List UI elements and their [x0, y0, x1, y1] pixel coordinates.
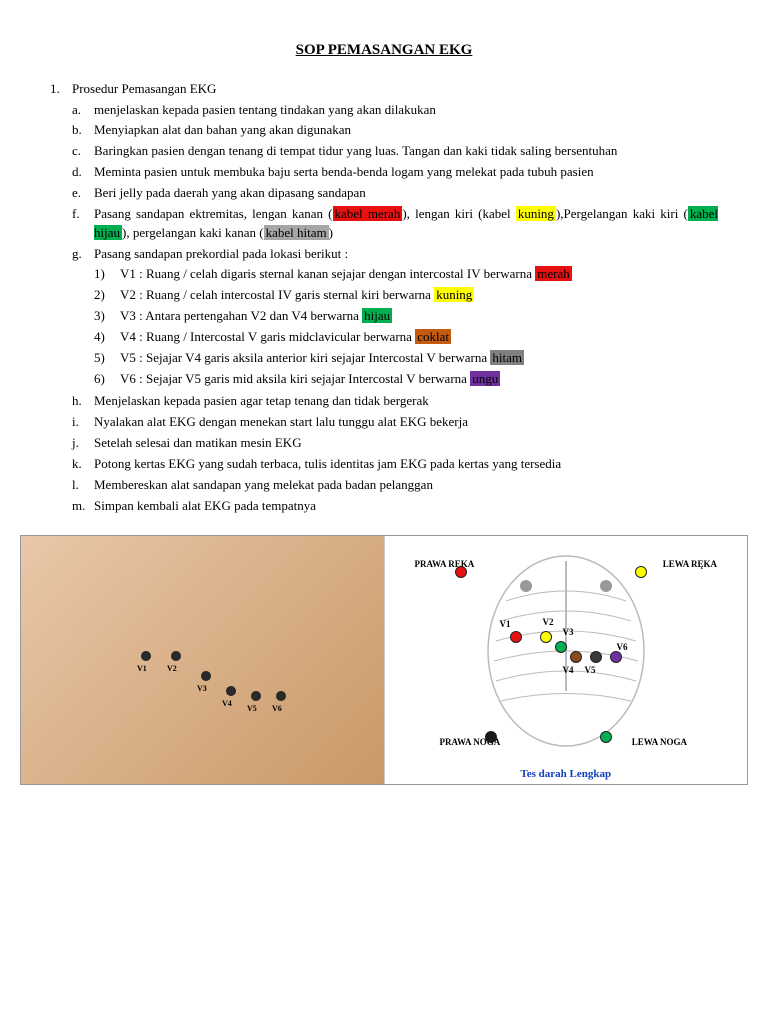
list-num: f.: [72, 205, 94, 243]
sub-list: a.menjelaskan kepada pasien tentang tind…: [72, 101, 718, 516]
electrode-label: V5: [247, 703, 257, 715]
list-num: 1.: [50, 80, 72, 518]
electrode-label: V4: [222, 698, 232, 710]
list-num: a.: [72, 101, 94, 120]
label-v4: V4: [563, 664, 574, 677]
list-text: Setelah selesai dan matikan mesin EKG: [94, 434, 718, 453]
label-v3: V3: [563, 626, 574, 639]
list-text: V2 : Ruang / celah intercostal IV garis …: [120, 286, 718, 305]
procedure-list: 1. Prosedur Pemasangan EKG a.menjelaskan…: [50, 80, 718, 518]
highlight-kuning: kuning: [434, 287, 474, 302]
text: V2 : Ruang / celah intercostal IV garis …: [120, 287, 434, 302]
text: V4 : Ruang / Intercostal V garis midclav…: [120, 329, 415, 344]
diagram-row: V1 V2 V3 V4 V5 V6 PRAWA RĘKA LEWA RĘKA PRAWA …: [20, 535, 748, 785]
list-text: menjelaskan kepada pasien tentang tindak…: [94, 101, 718, 120]
list-text: V6 : Sejajar V5 garis mid aksila kiri se…: [120, 370, 718, 389]
list-num: 3): [94, 307, 120, 326]
text: ), lengan kiri (kabel: [402, 206, 515, 221]
list-num: h.: [72, 392, 94, 411]
electrode-label: V3: [197, 683, 207, 695]
list-num: k.: [72, 455, 94, 474]
label-lewa-noga: LEWA NOGA: [632, 736, 687, 749]
list-num: j.: [72, 434, 94, 453]
list-num: b.: [72, 121, 94, 140]
list-text: V5 : Sejajar V4 garis aksila anterior ki…: [120, 349, 718, 368]
ribcage-icon: [466, 551, 666, 761]
text: V6 : Sejajar V5 garis mid aksila kiri se…: [120, 371, 470, 386]
list-num: 5): [94, 349, 120, 368]
electrode-label: V6: [272, 703, 282, 715]
electrode-dot: [610, 651, 622, 663]
list-text: Potong kertas EKG yang sudah terbaca, tu…: [94, 455, 718, 474]
photo-diagram: V1 V2 V3 V4 V5 V6: [21, 536, 385, 784]
list-num: 1): [94, 265, 120, 284]
highlight-hitam: hitam: [490, 350, 524, 365]
text: V3 : Antara pertengahan V2 dan V4 berwar…: [120, 308, 362, 323]
list-text: Menyiapkan alat dan bahan yang akan digu…: [94, 121, 718, 140]
list-num: i.: [72, 413, 94, 432]
text: ), pergelangan kaki kanan (: [122, 225, 264, 240]
electrode-dot: [485, 731, 497, 743]
highlight-hijau: hijau: [362, 308, 392, 323]
electrode-dot: [540, 631, 552, 643]
label-v2: V2: [543, 616, 554, 629]
page-title: SOP PEMASANGAN EKG: [50, 40, 718, 62]
text: ),Pergelangan kaki kiri (: [556, 206, 688, 221]
electrode-dot: [635, 566, 647, 578]
highlight-merah: merah: [535, 266, 571, 281]
list-text: V1 : Ruang / celah digaris sternal kanan…: [120, 265, 718, 284]
list-num: 4): [94, 328, 120, 347]
list-num: 2): [94, 286, 120, 305]
electrode-dot: [600, 731, 612, 743]
list-text: Menjelaskan kepada pasien agar tetap ten…: [94, 392, 718, 411]
label-v5: V5: [585, 664, 596, 677]
electrode-dot: [590, 651, 602, 663]
electrode-dot: [455, 566, 467, 578]
list-text: Nyalakan alat EKG dengan menekan start l…: [94, 413, 718, 432]
electrode-dot: [555, 641, 567, 653]
highlight-coklat: coklat: [415, 329, 451, 344]
list-num: e.: [72, 184, 94, 203]
list-text: Simpan kembali alat EKG pada tempatnya: [94, 497, 718, 516]
highlight-merah: kabel merah: [333, 206, 403, 221]
section-label: Prosedur Pemasangan EKG: [72, 81, 216, 96]
list-text: Baringkan pasien dengan tenang di tempat…: [94, 142, 718, 161]
electrode-label: V1: [137, 663, 147, 675]
list-text: Beri jelly pada daerah yang akan dipasan…: [94, 184, 718, 203]
label-lewa-reka: LEWA RĘKA: [663, 558, 717, 571]
list-num: g.: [72, 245, 94, 391]
list-num: c.: [72, 142, 94, 161]
diagram-caption: Tes darah Lengkap: [520, 767, 611, 783]
electrode-dot: [570, 651, 582, 663]
electrode-label: V2: [167, 663, 177, 675]
list-num: 6): [94, 370, 120, 389]
list-num: d.: [72, 163, 94, 182]
electrode-dot: [510, 631, 522, 643]
precordial-list: 1)V1 : Ruang / celah digaris sternal kan…: [94, 265, 718, 388]
torso-photo: [21, 536, 384, 784]
list-text: V3 : Antara pertengahan V2 dan V4 berwar…: [120, 307, 718, 326]
highlight-hitam: kabel hitam: [264, 225, 329, 240]
label-v1: V1: [500, 618, 511, 631]
text: ): [329, 225, 333, 240]
highlight-ungu: ungu: [470, 371, 500, 386]
list-text: Pasang sandapan ektremitas, lengan kanan…: [94, 205, 718, 243]
list-text: Meminta pasien untuk membuka baju serta …: [94, 163, 718, 182]
list-text: Pasang sandapan prekordial pada lokasi b…: [94, 246, 348, 261]
text: Pasang sandapan ektremitas, lengan kanan…: [94, 206, 333, 221]
text: V5 : Sejajar V4 garis aksila anterior ki…: [120, 350, 490, 365]
list-text: Membereskan alat sandapan yang melekat p…: [94, 476, 718, 495]
schematic-diagram: PRAWA RĘKA LEWA RĘKA PRAWA NOGA LEWA NOG…: [385, 536, 748, 784]
highlight-kuning: kuning: [516, 206, 556, 221]
text: V1 : Ruang / celah digaris sternal kanan…: [120, 266, 535, 281]
list-text: V4 : Ruang / Intercostal V garis midclav…: [120, 328, 718, 347]
list-num: l.: [72, 476, 94, 495]
list-num: m.: [72, 497, 94, 516]
